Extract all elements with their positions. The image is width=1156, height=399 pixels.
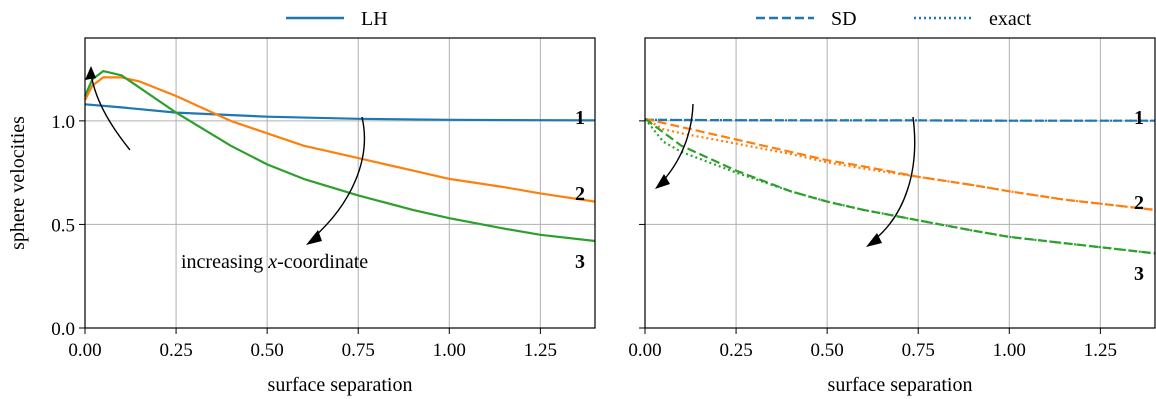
right-series-3-exact (644, 118, 1156, 255)
right-x-tick-label: 0.25 (719, 340, 752, 361)
right-series-2-exact (644, 117, 1156, 211)
left-panel: 0.00 0.25 0.50 0.75 1.00 1.25 0.0 0.5 1.0 sphere… (7, 37, 596, 396)
right-ticks: 0.00 0.25 0.50 0.75 1.00 1.25 (628, 120, 1117, 361)
left-arrowhead-1 (85, 66, 96, 80)
legend-sd-label: SD (831, 8, 857, 30)
left-curve-label-2: 2 (575, 183, 585, 205)
right-x-tick-label: 0.00 (628, 340, 661, 361)
left-x-tick-label: 0.50 (251, 340, 284, 361)
y-axis-label: sphere velocities (7, 116, 29, 250)
right-arrow-1 (661, 103, 694, 183)
right-x-tick-label: 0.50 (811, 340, 844, 361)
right-curve-label-1: 1 (1134, 107, 1144, 129)
right-series-1-exact (644, 118, 1155, 122)
left-y-tick-label: 0.5 (51, 215, 75, 236)
right-x-tick-label: 1.00 (993, 340, 1026, 361)
right-arrow-2 (873, 116, 916, 241)
right-curves (644, 117, 1156, 255)
left-curve-label-1: 1 (575, 107, 585, 129)
left-x-tick-label: 0.25 (159, 340, 192, 361)
left-series-3-lh (83, 69, 596, 243)
right-axes-frame (644, 37, 1156, 329)
right-x-tick-label: 0.75 (902, 340, 935, 361)
right-series-3-sd (644, 117, 1156, 255)
right-arrowhead-2 (866, 233, 882, 247)
legend: LH SD exact (286, 8, 1032, 30)
left-ticks: 0.00 0.25 0.50 0.75 1.00 1.25 0.0 0.5 1.0 (51, 112, 557, 361)
right-x-axis-label: surface separation (828, 374, 973, 396)
left-curve-label-3: 3 (575, 251, 585, 273)
left-series-2-lh (84, 76, 596, 203)
right-panel: 0.00 0.25 0.50 0.75 1.00 1.25 surface separat… (628, 37, 1156, 396)
left-axes-frame (84, 37, 596, 329)
left-x-tick-label: 0.75 (342, 340, 375, 361)
left-x-tick-label: 0.00 (68, 340, 101, 361)
left-arrow-2 (312, 116, 366, 239)
left-y-tick-label: 1.0 (51, 112, 75, 133)
right-arrowhead-1 (655, 174, 670, 189)
left-x-axis-label: surface separation (268, 374, 413, 396)
right-grid (644, 38, 1155, 329)
left-x-tick-label: 1.25 (524, 340, 557, 361)
right-curve-label-2: 2 (1134, 192, 1144, 214)
left-x-tick-label: 1.00 (433, 340, 466, 361)
legend-lh-label: LH (361, 8, 388, 30)
left-arrow-1 (90, 73, 131, 151)
right-x-tick-label: 1.25 (1084, 340, 1117, 361)
annotation-text: increasing x-coordinate (181, 251, 368, 273)
left-y-tick-label: 0.0 (51, 319, 75, 340)
legend-exact-label: exact (989, 8, 1032, 30)
left-series-1-lh (84, 103, 596, 122)
left-grid (84, 38, 595, 329)
left-curves (83, 69, 596, 243)
left-arrowhead-2 (306, 230, 322, 245)
right-series-2-sd (644, 117, 1156, 211)
right-curve-label-3: 3 (1134, 263, 1144, 285)
